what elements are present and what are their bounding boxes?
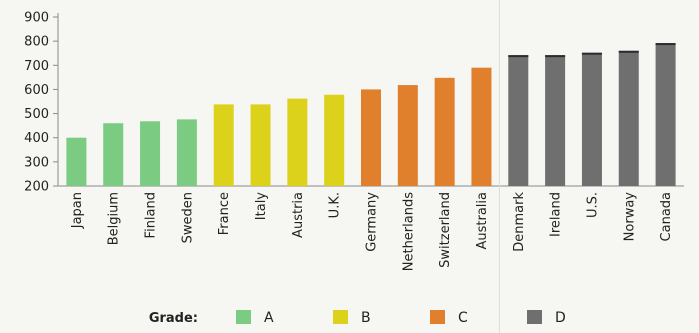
x-tick-label: Japan <box>70 192 85 229</box>
x-tick-label: U.K. <box>328 192 343 218</box>
bar <box>397 85 418 186</box>
legend: Grade: A B C D <box>149 310 566 326</box>
bar-top-cap <box>508 55 529 58</box>
bar <box>618 50 639 186</box>
bar <box>434 77 455 186</box>
legend-label: B <box>361 310 371 326</box>
bar <box>66 137 87 186</box>
bar <box>655 43 676 187</box>
bar-top-cap <box>545 55 566 58</box>
bar-top-cap <box>618 50 639 53</box>
bar <box>324 94 345 186</box>
x-tick-label: U.S. <box>585 192 600 218</box>
bar <box>176 119 197 186</box>
x-tick-label: Canada <box>659 192 674 241</box>
x-tick-label: Denmark <box>512 192 527 252</box>
y-tick-label: 300 <box>24 155 49 170</box>
bar <box>508 55 529 186</box>
x-tick-label: Netherlands <box>401 192 416 271</box>
category-labels: Japan Belgium Finland Sweden France Italy Aust… <box>70 192 674 272</box>
legend-swatch <box>527 310 542 324</box>
legend-label: D <box>555 310 566 326</box>
legend-label: C <box>458 310 468 326</box>
y-axis: 200 300 400 500 600 700 800 900 <box>24 11 684 195</box>
x-tick-label: Norway <box>622 192 637 242</box>
bar-top-cap <box>655 43 676 46</box>
x-tick-label: Switzerland <box>438 192 453 268</box>
y-tick-label: 700 <box>24 59 49 74</box>
bars-group <box>66 43 676 187</box>
x-tick-label: Germany <box>365 192 380 252</box>
x-tick-label: Italy <box>254 192 269 221</box>
y-tick-label: 800 <box>24 35 49 50</box>
y-tick-label: 400 <box>24 131 49 146</box>
y-tick-label: 600 <box>24 83 49 98</box>
bar <box>213 104 234 186</box>
y-tick-label: 900 <box>24 11 49 26</box>
y-tick-label: 200 <box>24 180 49 195</box>
bar <box>471 67 492 186</box>
bar <box>140 121 161 186</box>
bar <box>287 98 308 186</box>
legend-swatch <box>430 310 445 324</box>
x-tick-label: France <box>217 192 232 235</box>
y-tick-label: 500 <box>24 107 49 122</box>
bar <box>103 123 124 186</box>
legend-swatch <box>236 310 251 324</box>
legend-swatch <box>333 310 348 324</box>
bar <box>361 89 381 186</box>
legend-title: Grade: <box>149 311 198 326</box>
x-tick-label: Ireland <box>549 192 564 237</box>
bar-top-cap <box>581 52 602 55</box>
x-tick-label: Australia <box>475 192 490 250</box>
bar <box>581 52 602 186</box>
x-tick-label: Austria <box>291 192 306 238</box>
bar <box>250 104 271 186</box>
x-tick-label: Sweden <box>180 192 195 243</box>
x-tick-label: Belgium <box>107 192 122 245</box>
bar <box>545 55 566 186</box>
legend-label: A <box>264 310 274 326</box>
x-tick-label: Finland <box>144 192 159 238</box>
